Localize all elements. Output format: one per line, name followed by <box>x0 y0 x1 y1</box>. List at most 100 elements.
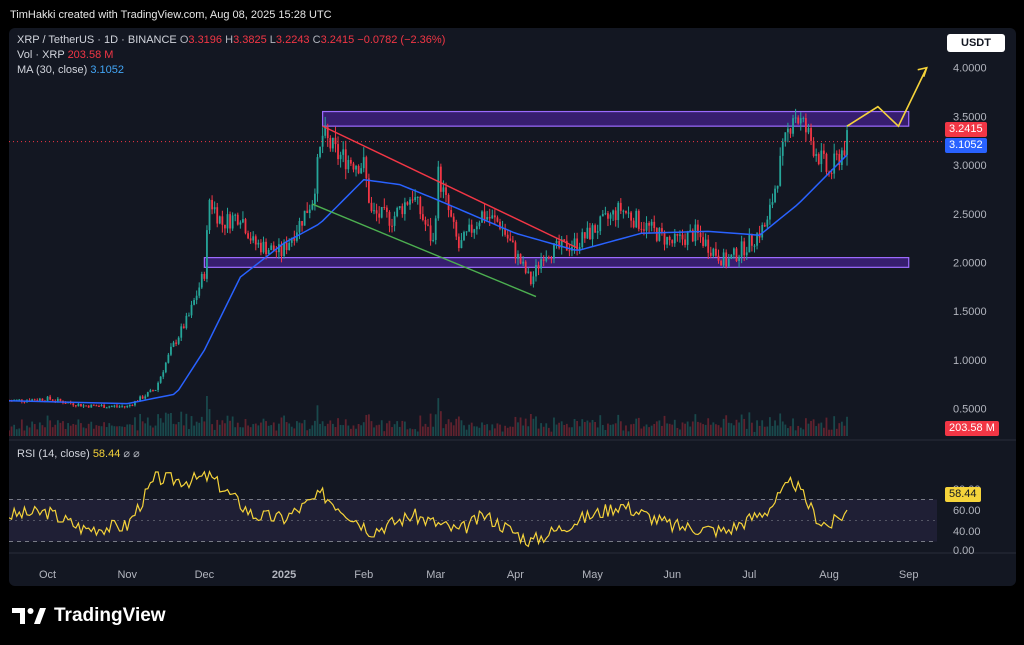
volume-bar <box>794 430 797 436</box>
x-tick-label-4: Feb <box>354 569 373 581</box>
candle-body <box>715 248 717 256</box>
candle-body <box>95 405 98 407</box>
candle-body <box>385 207 388 212</box>
candle-body <box>170 346 172 355</box>
candle-body <box>743 241 746 256</box>
candle-body <box>357 165 360 174</box>
candle-body <box>98 405 100 407</box>
volume-bar <box>571 427 573 436</box>
tradingview-logo[interactable]: TradingView <box>12 605 166 627</box>
candle-body <box>560 239 563 248</box>
volume-bar <box>342 425 345 436</box>
volume-bar <box>748 412 751 436</box>
volume-bar <box>679 429 681 436</box>
volume-bar <box>357 423 360 436</box>
close-value: 3.2415 <box>320 34 355 46</box>
candle-body <box>141 396 144 399</box>
volume-bar <box>367 414 370 436</box>
candle-body <box>691 230 694 242</box>
volume-bar <box>31 421 34 436</box>
candle-body <box>804 118 807 133</box>
candle-body <box>388 211 391 226</box>
volume-bar <box>622 430 625 436</box>
volume-bar <box>481 422 483 436</box>
volume-bar <box>599 415 602 436</box>
candle-body <box>126 405 129 407</box>
candle-body <box>100 405 103 407</box>
candle-body <box>105 407 108 409</box>
volume-bar <box>146 417 149 436</box>
candle-body <box>576 238 579 251</box>
candle-body <box>493 215 496 218</box>
volume-bar <box>455 418 458 436</box>
last-price-tag: 3.2415 <box>945 122 987 137</box>
candle-body <box>306 210 309 214</box>
volume-bar <box>558 422 561 436</box>
candle-body <box>252 236 255 241</box>
volume-bar <box>792 418 794 436</box>
candle-body <box>535 265 537 277</box>
volume-bar <box>162 422 165 436</box>
chart-canvas[interactable]: 4.0000 3.5000 3.0000 2.5000 2.0000 1.5000 1.00… <box>9 28 1016 586</box>
candle-body <box>360 168 363 174</box>
volume-bar <box>90 421 93 436</box>
volume-bar <box>715 424 717 436</box>
volume-bar <box>645 424 648 436</box>
volume-bar <box>301 423 303 436</box>
candle-body <box>103 405 106 408</box>
currency-button[interactable]: USDT <box>947 34 1005 52</box>
volume-bar <box>15 429 18 436</box>
volume-bar <box>257 425 260 436</box>
candle-body <box>265 241 267 255</box>
volume-bar <box>835 428 838 436</box>
volume-bar <box>427 426 429 436</box>
volume-bar <box>391 427 393 436</box>
volume-bar <box>92 428 95 436</box>
volume-bar <box>681 422 684 436</box>
volume-bar <box>529 413 532 436</box>
volume-bar <box>298 422 301 436</box>
rsi-settings-icons[interactable]: ⌀ ⌀ <box>123 448 140 460</box>
candle-body <box>311 204 314 210</box>
volume-bar <box>355 428 357 436</box>
candle-body <box>447 194 450 211</box>
candle-body <box>820 150 823 165</box>
candle-body <box>838 153 841 166</box>
volume-bar <box>20 419 23 436</box>
x-tick-label-3: 2025 <box>272 569 296 581</box>
candle-body <box>216 207 219 224</box>
volume-bar <box>272 422 275 436</box>
volume-bar <box>676 427 679 436</box>
candle-body <box>113 405 116 407</box>
candle-body <box>416 197 419 199</box>
volume-bar <box>684 423 686 436</box>
volume-bar <box>108 423 111 436</box>
candle-body <box>730 254 733 259</box>
candle-body <box>283 242 285 256</box>
volume-bar <box>290 426 293 436</box>
volume-bar <box>105 427 108 436</box>
volume-bar <box>522 425 525 436</box>
volume-bar <box>560 421 563 436</box>
volume-bar <box>825 417 828 436</box>
candle-body <box>817 154 820 165</box>
volume-bar <box>761 420 764 436</box>
y-tick-label-5: 1.5000 <box>953 306 987 318</box>
chart-panel[interactable]: 4.0000 3.5000 3.0000 2.5000 2.0000 1.5000 1.00… <box>9 28 1016 586</box>
candle-body <box>769 204 771 220</box>
volume-bar <box>437 398 440 436</box>
candle-body <box>162 372 165 377</box>
volume-bar <box>758 425 761 436</box>
volume-bar <box>401 420 404 436</box>
volume-bar <box>87 423 90 436</box>
candle-body <box>787 128 789 133</box>
candle-body <box>555 241 558 244</box>
candle-body <box>578 247 581 251</box>
volume-bar <box>797 425 800 436</box>
volume-bar <box>26 425 28 436</box>
candle-body <box>36 400 39 402</box>
candle-body <box>478 222 481 227</box>
volume-bar <box>110 425 113 436</box>
candle-body <box>519 253 522 264</box>
